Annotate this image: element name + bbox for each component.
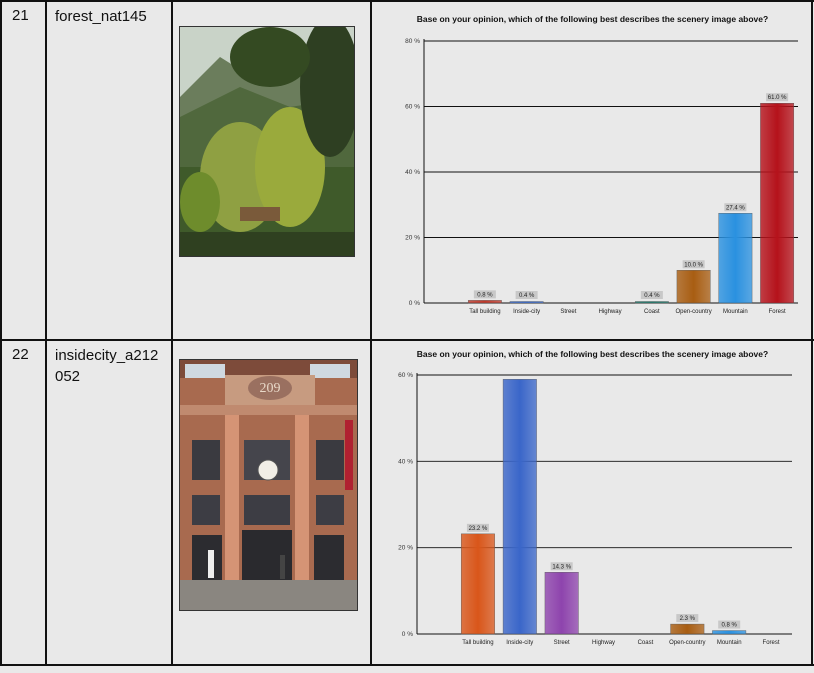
bar-coast xyxy=(634,301,669,304)
data-label-box xyxy=(682,260,705,269)
y-tick-label: 60 % xyxy=(405,104,420,111)
bar-mountain xyxy=(718,213,753,304)
bar-chart-insidecity: Base on your opinion, which of the follo… xyxy=(398,349,792,646)
data-label: 0.8 % xyxy=(722,623,738,629)
table-border-bottom xyxy=(0,664,814,666)
city-building-photo: 209 xyxy=(179,359,358,611)
data-label: 14.3 % xyxy=(552,564,571,570)
x-tick-label: Coast xyxy=(644,309,660,315)
data-label-box xyxy=(766,93,789,102)
image-name-line-2: 052 xyxy=(55,368,81,385)
x-tick-label: Coast xyxy=(638,640,654,646)
x-tick-label: Highway xyxy=(592,640,615,646)
forest-scenery-photo xyxy=(179,26,355,257)
bar-tall-building xyxy=(467,300,502,304)
data-label: 0.8 % xyxy=(477,292,493,298)
y-tick-label: 20 % xyxy=(405,235,420,242)
y-tick-label: 20 % xyxy=(398,545,413,552)
data-label: 23.2 % xyxy=(469,526,488,532)
x-tick-label: Mountain xyxy=(717,640,742,646)
row-number: 21 xyxy=(12,7,29,24)
x-tick-label: Inside-city xyxy=(513,309,540,315)
bar-tall-building xyxy=(460,533,495,635)
data-label-box xyxy=(466,523,489,532)
data-label: 0.4 % xyxy=(519,293,535,299)
bar-inside-city xyxy=(502,379,537,635)
data-label-box xyxy=(640,291,663,299)
chart-title: Base on your opinion, which of the follo… xyxy=(417,349,768,359)
data-label: 61.0 % xyxy=(768,95,787,101)
row-number: 22 xyxy=(12,346,29,363)
x-tick-label: Tall building xyxy=(462,640,493,646)
y-tick-label: 60 % xyxy=(398,372,413,379)
y-tick-label: 40 % xyxy=(398,458,413,465)
y-tick-label: 40 % xyxy=(405,169,420,176)
row-divider xyxy=(0,339,814,341)
bar-open-country xyxy=(670,623,705,635)
data-label-box xyxy=(676,614,699,623)
data-label: 2.3 % xyxy=(680,616,696,622)
x-tick-label: Open-country xyxy=(669,640,705,646)
col-divider-2 xyxy=(171,0,173,666)
image-name-line-1: insidecity_a212 xyxy=(55,347,159,364)
table-border-left xyxy=(0,0,2,666)
col-divider-1 xyxy=(45,0,47,666)
bar-mountain xyxy=(712,630,747,635)
x-tick-label: Street xyxy=(560,309,576,315)
col-divider-3 xyxy=(370,0,372,666)
chart-title: Base on your opinion, which of the follo… xyxy=(417,14,768,24)
table-border-top xyxy=(0,0,814,2)
data-label-box xyxy=(473,290,496,299)
data-label-box xyxy=(515,291,538,299)
data-label-box xyxy=(550,562,573,571)
x-tick-label: Street xyxy=(554,640,570,646)
building-sign-text: 209 xyxy=(260,381,281,396)
bar-forest xyxy=(760,103,795,304)
x-tick-label: Highway xyxy=(599,309,622,315)
data-label: 0.4 % xyxy=(644,293,660,299)
bar-open-country xyxy=(676,270,711,304)
data-label-box xyxy=(718,620,741,629)
data-label: 27.4 % xyxy=(726,205,745,211)
table-border-right xyxy=(811,0,813,666)
data-label-box xyxy=(724,203,747,212)
y-tick-label: 0 % xyxy=(409,300,420,307)
image-name: insidecity_a212 052 xyxy=(55,345,158,387)
x-tick-label: Inside-city xyxy=(506,640,533,646)
image-name: forest_nat145 xyxy=(55,8,147,25)
x-tick-label: Mountain xyxy=(723,309,748,315)
data-label: 10.0 % xyxy=(684,262,703,268)
bar-inside-city xyxy=(509,301,544,304)
y-tick-label: 80 % xyxy=(405,38,420,45)
x-tick-label: Tall building xyxy=(469,309,500,315)
y-tick-label: 0 % xyxy=(402,631,413,638)
x-tick-label: Open-country xyxy=(675,309,711,315)
x-tick-label: Forest xyxy=(763,640,780,646)
bar-street xyxy=(544,572,579,635)
x-tick-label: Forest xyxy=(769,309,786,315)
bar-chart-forest: Base on your opinion, which of the follo… xyxy=(405,14,798,315)
